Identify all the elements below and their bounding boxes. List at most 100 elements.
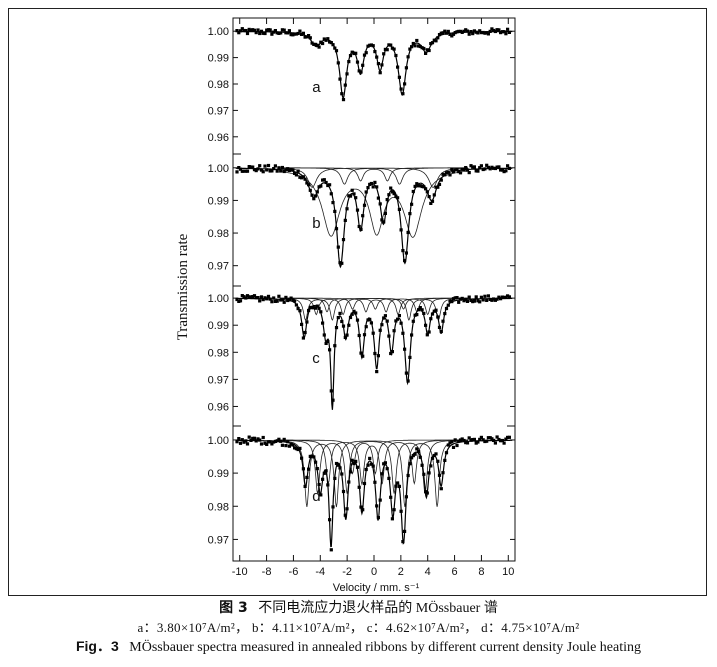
data-point-c — [502, 295, 506, 300]
y-tick-label-d: 0.97 — [208, 534, 229, 546]
data-point-d — [439, 487, 443, 491]
caption-cn-text: 不同电流应力退火样品的 MÖssbauer 谱 — [258, 601, 498, 616]
data-point-d — [427, 471, 431, 475]
data-point-a — [317, 45, 321, 49]
data-point-d — [345, 507, 349, 511]
data-point-a — [488, 29, 492, 33]
data-point-a — [394, 53, 398, 58]
data-point-d — [343, 513, 347, 517]
x-tick-label: 0 — [371, 566, 377, 578]
data-point-b — [369, 181, 373, 186]
data-point-a — [258, 31, 262, 36]
data-point-c — [462, 299, 466, 303]
data-point-b — [328, 183, 332, 187]
data-point-a — [485, 31, 489, 35]
data-point-d — [252, 436, 257, 440]
data-point-b — [261, 170, 265, 174]
panel-label-d: d — [312, 488, 320, 505]
caption-density-a: a：3.80×10⁷A/m²， — [137, 620, 249, 635]
data-point-c — [392, 329, 396, 333]
data-point-a — [490, 27, 494, 31]
data-point-d — [354, 459, 358, 463]
data-point-d — [280, 443, 284, 447]
data-point-b — [357, 224, 361, 229]
data-point-c — [481, 298, 485, 302]
data-point-b — [434, 185, 438, 189]
data-point-d — [307, 467, 311, 471]
data-point-a — [303, 35, 307, 39]
data-point-c — [242, 295, 246, 299]
data-point-c — [296, 307, 300, 311]
data-point-a — [455, 30, 459, 34]
x-tick-label: -8 — [262, 566, 272, 578]
data-point-b — [258, 164, 262, 168]
data-point-d — [238, 441, 243, 445]
data-point-a — [478, 29, 482, 33]
data-point-a — [410, 45, 414, 49]
data-point-a — [300, 32, 304, 36]
data-point-c — [457, 300, 461, 304]
data-point-c — [369, 321, 373, 325]
data-point-c — [291, 298, 295, 302]
data-point-d — [486, 436, 490, 440]
data-point-b — [326, 183, 330, 188]
data-point-c — [413, 313, 417, 317]
data-point-b — [444, 171, 449, 175]
data-point-d — [301, 467, 305, 471]
data-point-a — [476, 31, 480, 35]
data-point-b — [446, 170, 450, 174]
data-point-c — [390, 350, 394, 354]
data-point-a — [497, 28, 501, 32]
data-point-b — [307, 183, 311, 187]
data-point-c — [298, 309, 302, 313]
caption-current-densities: a：3.80×10⁷A/m²， b：4.11×10⁷A/m²， c：4.62×1… — [0, 617, 717, 636]
data-point-d — [369, 462, 373, 466]
data-point-a — [275, 31, 279, 35]
data-point-c — [355, 318, 360, 322]
data-point-b — [396, 196, 400, 200]
data-point-c — [348, 315, 353, 320]
data-point-b — [314, 194, 318, 198]
data-point-b — [404, 251, 408, 255]
data-point-a — [424, 51, 428, 55]
data-point-c — [417, 308, 421, 312]
data-point-c — [465, 299, 470, 303]
data-point-a — [500, 30, 504, 34]
data-point-c — [451, 297, 456, 301]
data-point-c — [238, 299, 243, 303]
data-point-a — [369, 43, 373, 47]
data-point-a — [382, 52, 386, 56]
data-point-b — [378, 202, 382, 206]
data-point-a — [268, 28, 272, 32]
data-point-d — [319, 493, 323, 497]
data-point-d — [500, 438, 504, 443]
subspectrum-line-b-4 — [280, 167, 468, 182]
data-point-d — [493, 441, 497, 445]
data-points-b — [235, 163, 511, 265]
data-point-a — [361, 63, 365, 67]
data-point-d — [497, 437, 501, 442]
caption-en-text: MÖssbauer spectra measured in annealed r… — [129, 640, 642, 655]
data-point-c — [263, 296, 267, 300]
data-point-a — [286, 31, 290, 35]
data-point-c — [326, 339, 330, 344]
data-point-a — [373, 50, 377, 54]
data-point-b — [420, 184, 424, 189]
data-point-b — [293, 171, 297, 175]
data-point-d — [361, 508, 365, 512]
data-point-b — [366, 186, 370, 190]
data-point-d — [287, 444, 291, 448]
data-point-c — [443, 312, 447, 316]
data-point-d — [300, 456, 304, 460]
data-point-b — [457, 170, 461, 174]
data-point-c — [331, 398, 335, 402]
data-point-d — [404, 495, 408, 499]
fit-line-a — [235, 30, 513, 100]
data-point-d — [390, 517, 394, 521]
data-point-c — [284, 295, 288, 299]
data-point-a — [279, 31, 283, 35]
data-point-a — [277, 31, 281, 35]
y-tick-label-b: 0.98 — [208, 228, 229, 240]
data-point-d — [261, 435, 265, 440]
data-point-d — [443, 458, 447, 462]
